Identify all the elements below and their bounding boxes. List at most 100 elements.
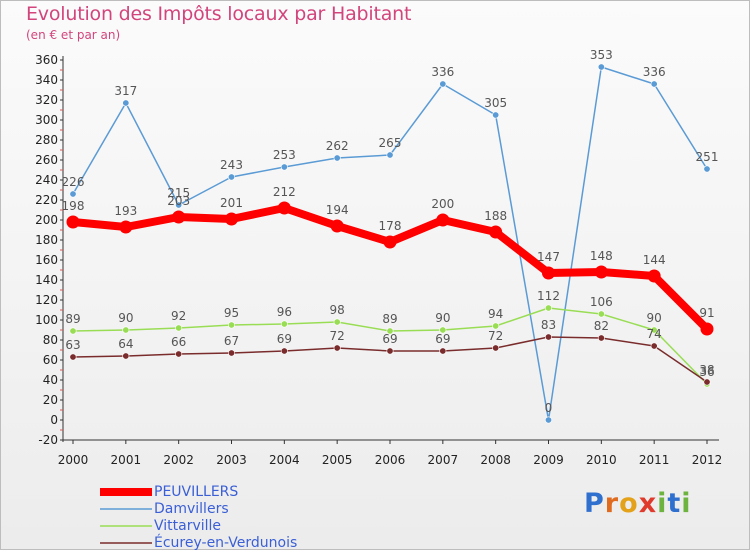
- data-label-peuvillers: 194: [326, 203, 349, 217]
- x-tick-label: 2006: [375, 453, 406, 467]
- data-point-vittarville: [597, 310, 605, 318]
- x-tick-label: 2000: [58, 453, 89, 467]
- data-label-damvillers: 336: [643, 65, 666, 79]
- x-tick-label: 2010: [586, 453, 617, 467]
- data-label-damvillers: 336: [431, 65, 454, 79]
- data-label-vittarville: 89: [65, 312, 80, 326]
- legend-label-peuvillers: PEUVILLERS: [154, 484, 239, 500]
- data-label-ecurey-en-verdunois: 69: [435, 332, 450, 346]
- data-point-damvillers: [280, 163, 288, 171]
- data-label-peuvillers: 147: [537, 250, 560, 264]
- y-tick-label: 160: [35, 253, 58, 267]
- y-tick-label: 60: [43, 353, 58, 367]
- data-point-vittarville: [175, 324, 183, 332]
- data-label-damvillers: 0: [545, 401, 553, 415]
- data-label-damvillers: 251: [696, 150, 719, 164]
- data-label-peuvillers: 144: [643, 253, 666, 267]
- data-point-vittarville: [492, 322, 500, 330]
- data-point-ecurey-en-verdunois: [703, 378, 711, 386]
- logo-letter: i: [681, 488, 692, 519]
- data-point-ecurey-en-verdunois: [69, 353, 77, 361]
- x-tick-label: 2008: [480, 453, 511, 467]
- proxiti-logo: Proxiti: [584, 488, 692, 519]
- data-label-damvillers: 317: [114, 84, 137, 98]
- x-tick-label: 2005: [322, 453, 353, 467]
- y-tick-label: 0: [50, 413, 58, 427]
- data-point-peuvillers: [436, 213, 450, 227]
- x-tick-label: 2002: [163, 453, 194, 467]
- data-point-vittarville: [333, 318, 341, 326]
- y-tick-label: 180: [35, 233, 58, 247]
- y-tick-label: 20: [43, 393, 58, 407]
- x-tick-label: 2003: [216, 453, 247, 467]
- data-point-peuvillers: [489, 225, 503, 239]
- logo-letter: P: [584, 488, 605, 519]
- data-label-peuvillers: 178: [379, 219, 402, 233]
- data-label-damvillers: 226: [62, 175, 85, 189]
- data-label-vittarville: 106: [590, 295, 613, 309]
- data-label-ecurey-en-verdunois: 67: [224, 334, 239, 348]
- data-label-damvillers: 305: [484, 96, 507, 110]
- data-point-vittarville: [228, 321, 236, 329]
- data-label-damvillers: 265: [379, 136, 402, 150]
- data-point-peuvillers: [66, 215, 80, 229]
- data-point-damvillers: [597, 63, 605, 71]
- data-point-peuvillers: [119, 220, 133, 234]
- legend-label-vittarville: Vittarville: [154, 518, 222, 534]
- y-tick-label: 220: [35, 193, 58, 207]
- y-tick-label: 100: [35, 313, 58, 327]
- data-label-vittarville: 95: [224, 306, 239, 320]
- data-point-vittarville: [69, 327, 77, 335]
- data-label-ecurey-en-verdunois: 82: [594, 319, 609, 333]
- data-point-peuvillers: [330, 219, 344, 233]
- data-label-vittarville: 90: [118, 311, 133, 325]
- data-point-peuvillers: [700, 322, 714, 336]
- y-tick-label: 280: [35, 133, 58, 147]
- data-point-damvillers: [69, 190, 77, 198]
- data-point-damvillers: [544, 416, 552, 424]
- x-tick-label: 2011: [639, 453, 670, 467]
- x-tick-label: 2009: [533, 453, 564, 467]
- data-point-ecurey-en-verdunois: [439, 347, 447, 355]
- y-tick-label: -20: [38, 433, 58, 447]
- data-label-ecurey-en-verdunois: 66: [171, 335, 186, 349]
- legend-swatch-vittarville: [100, 525, 152, 527]
- data-label-damvillers: 253: [273, 148, 296, 162]
- data-point-peuvillers: [647, 269, 661, 283]
- data-point-ecurey-en-verdunois: [597, 334, 605, 342]
- y-tick-label: 140: [35, 273, 58, 287]
- data-point-vittarville: [544, 304, 552, 312]
- y-tick-label: 360: [35, 53, 58, 67]
- data-point-vittarville: [650, 326, 658, 334]
- data-label-damvillers: 262: [326, 139, 349, 153]
- data-point-ecurey-en-verdunois: [333, 344, 341, 352]
- data-point-ecurey-en-verdunois: [386, 347, 394, 355]
- x-tick-label: 2007: [428, 453, 459, 467]
- data-label-ecurey-en-verdunois: 72: [330, 329, 345, 343]
- data-label-vittarville: 98: [330, 303, 345, 317]
- y-tick-label: 200: [35, 213, 58, 227]
- chart-title: Evolution des Impôts locaux par Habitant: [26, 3, 412, 25]
- logo-letter: x: [638, 488, 658, 519]
- y-tick-label: 240: [35, 173, 58, 187]
- legend-label-ecurey: Écurey-en-Verdunois: [154, 535, 298, 551]
- data-label-peuvillers: 188: [484, 209, 507, 223]
- legend-swatch-damvillers: [100, 508, 152, 510]
- data-point-vittarville: [122, 326, 130, 334]
- data-label-ecurey-en-verdunois: 72: [488, 329, 503, 343]
- logo-letter: o: [619, 488, 639, 519]
- data-point-ecurey-en-verdunois: [228, 349, 236, 357]
- data-point-peuvillers: [172, 210, 186, 224]
- y-tick-label: 40: [43, 373, 58, 387]
- x-tick-label: 2004: [269, 453, 300, 467]
- logo-letter: r: [604, 488, 620, 519]
- legend-swatch-ecurey: [100, 542, 152, 544]
- data-label-ecurey-en-verdunois: 63: [65, 338, 80, 352]
- y-tick-label: 260: [35, 153, 58, 167]
- data-point-vittarville: [280, 320, 288, 328]
- data-point-damvillers: [492, 111, 500, 119]
- data-label-vittarville: 90: [647, 311, 662, 325]
- data-point-vittarville: [386, 327, 394, 335]
- y-tick-label: 80: [43, 333, 58, 347]
- data-label-damvillers: 353: [590, 48, 613, 62]
